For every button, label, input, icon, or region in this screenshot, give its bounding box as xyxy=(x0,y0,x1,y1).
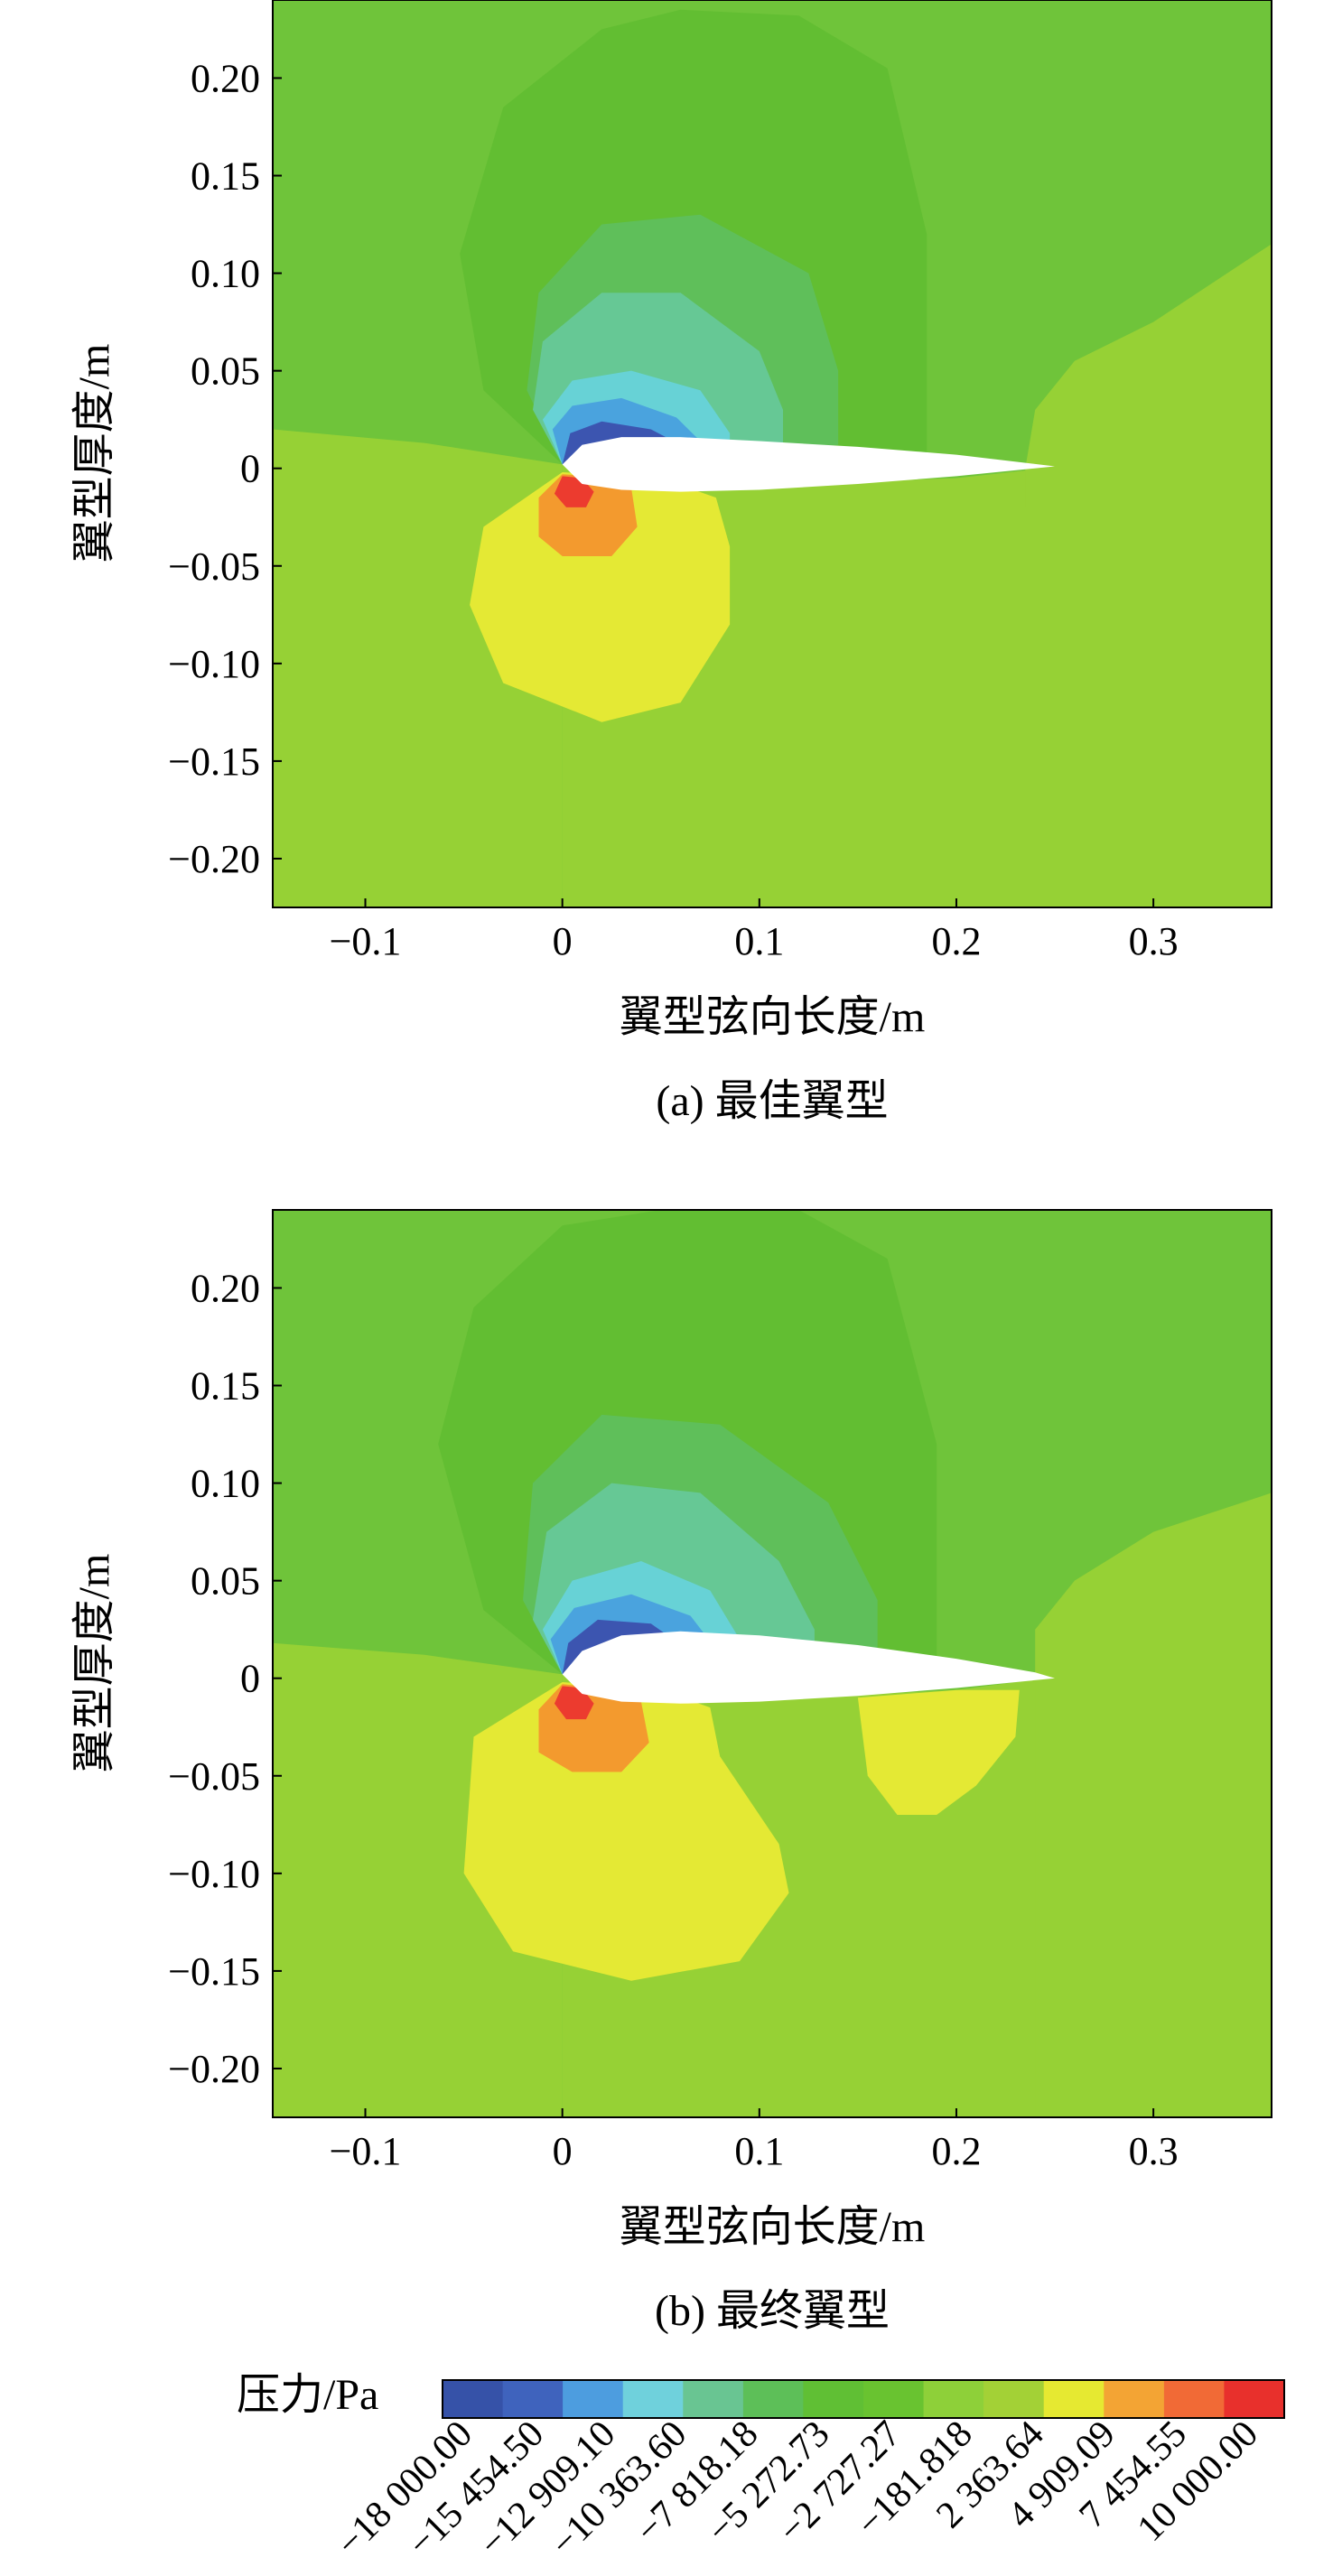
colorbar-swatch xyxy=(622,2380,684,2418)
y-tick-label: 0.15 xyxy=(191,154,260,199)
contour-region-2 xyxy=(1025,244,1272,507)
x-tick-label: 0.3 xyxy=(1129,919,1179,963)
colorbar-swatch xyxy=(803,2380,864,2418)
y-tick-label: 0.10 xyxy=(191,1462,260,1506)
x-tick-label: −0.1 xyxy=(330,2129,402,2173)
colorbar-labels: −18 000.00−15 454.50−12 909.10−10 363.60… xyxy=(329,2413,1266,2565)
x-axis-label-a: 翼型弦向长度/m xyxy=(620,993,926,1041)
panel-caption-b: (b) 最终翼型 xyxy=(655,2287,890,2335)
x-tick-label: 0.1 xyxy=(734,919,784,963)
colorbar: 压力/Pa −18 000.00−15 454.50−12 909.10−10 … xyxy=(237,2371,1285,2565)
y-tick-label: −0.15 xyxy=(168,1949,260,1994)
y-tick-label: −0.05 xyxy=(168,544,260,589)
colorbar-swatch xyxy=(563,2380,624,2418)
colorbar-swatch xyxy=(923,2380,984,2418)
x-tick-label: 0 xyxy=(553,919,573,963)
panel-a: −0.1 0 0.1 0.2 0.30.200.150.100.050−0.05−0.1… xyxy=(70,0,1272,1125)
y-tick-label: 0.10 xyxy=(191,252,260,296)
y-tick-label: 0 xyxy=(240,1657,260,1701)
ticks-b: −0.1 0 0.1 0.2 0.30.200.150.100.050−0.05−0.1… xyxy=(168,1266,1178,2173)
contour-region-9 xyxy=(463,1682,789,1981)
contour-region-2 xyxy=(1035,1493,1272,2117)
colorbar-swatch xyxy=(443,2380,504,2418)
x-tick-label: −0.1 xyxy=(330,919,402,963)
contour-region-12 xyxy=(554,1686,594,1720)
colorbar-swatch xyxy=(742,2380,804,2418)
x-tick-label: 0.1 xyxy=(734,2129,784,2173)
contour-plot-b xyxy=(273,1210,1272,2117)
x-tick-label: 0.2 xyxy=(931,919,981,963)
panel-b: −0.1 0 0.1 0.2 0.30.200.150.100.050−0.05−0.1… xyxy=(70,1209,1272,2335)
x-axis-label-b: 翼型弦向长度/m xyxy=(620,2203,926,2251)
ticks-a: −0.1 0 0.1 0.2 0.30.200.150.100.050−0.05−0.1… xyxy=(168,56,1178,963)
y-tick-label: 0.05 xyxy=(191,349,260,394)
x-tick-label: 0 xyxy=(553,2129,573,2173)
x-tick-label: 0.2 xyxy=(931,2129,981,2173)
y-tick-label: −0.20 xyxy=(168,837,260,881)
colorbar-title: 压力/Pa xyxy=(237,2371,378,2419)
plot-frame-b xyxy=(272,1209,1272,2118)
colorbar-swatch xyxy=(502,2380,564,2418)
y-axis-label-a: 翼型厚度/m xyxy=(70,344,118,563)
contour-region-10 xyxy=(857,1689,1020,1815)
colorbar-swatch xyxy=(1163,2380,1225,2418)
y-tick-label: −0.05 xyxy=(168,1754,260,1799)
panel-caption-a: (a) 最佳翼型 xyxy=(656,1077,888,1125)
colorbar-swatch xyxy=(983,2380,1045,2418)
plot-frame-a xyxy=(272,0,1272,908)
airfoil-shape xyxy=(562,437,1055,492)
contour-region-9 xyxy=(470,472,731,722)
colorbar-swatch xyxy=(1043,2380,1105,2418)
y-tick-label: −0.10 xyxy=(168,642,260,686)
colorbar-swatch xyxy=(683,2380,744,2418)
y-tick-label: 0.20 xyxy=(191,56,260,100)
y-axis-label-b: 翼型厚度/m xyxy=(70,1554,118,1773)
colorbar-swatch xyxy=(1104,2380,1165,2418)
y-tick-label: 0.20 xyxy=(191,1266,260,1310)
y-tick-label: 0.05 xyxy=(191,1559,260,1604)
y-tick-label: −0.15 xyxy=(168,739,260,784)
colorbar-swatch xyxy=(863,2380,925,2418)
x-tick-label: 0.3 xyxy=(1129,2129,1179,2173)
y-tick-label: 0 xyxy=(240,447,260,491)
colorbar-swatch xyxy=(1224,2380,1285,2418)
contour-region-1 xyxy=(562,244,1272,907)
contour-plot-a xyxy=(273,0,1272,907)
y-tick-label: −0.10 xyxy=(168,1852,260,1896)
colorbar-swatches xyxy=(443,2380,1285,2418)
airfoil-shape xyxy=(562,1631,1055,1704)
colorbar-frame xyxy=(442,2379,1285,2419)
y-tick-label: −0.20 xyxy=(168,2047,260,2091)
y-tick-label: 0.15 xyxy=(191,1364,260,1409)
